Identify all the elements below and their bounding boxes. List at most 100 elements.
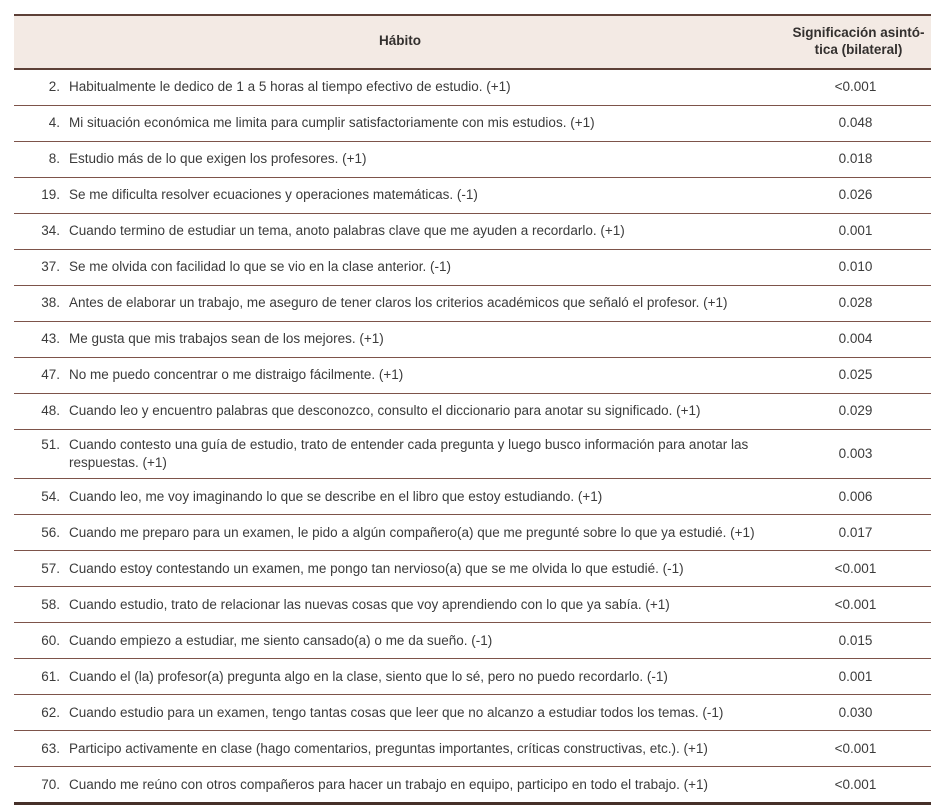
habit-text: Cuando estoy contestando un examen, me p…: [69, 560, 684, 576]
habit-number: 57.: [41, 560, 60, 576]
significance-value: <0.001: [834, 776, 877, 792]
table-row: 57. Cuando estoy contestando un examen, m…: [14, 551, 931, 587]
table-row: 54. Cuando leo, me voy imaginando lo que …: [14, 479, 931, 515]
column-header-habit: Hábito: [379, 33, 421, 49]
table-row: 58. Cuando estudio, trato de relacionar l…: [14, 587, 931, 623]
table-row: 51. Cuando contesto una guía de estudio, …: [14, 429, 931, 479]
habit-inner: 48. Cuando leo y encuentro palabras que d…: [32, 402, 772, 420]
significance-value: 0.006: [838, 488, 873, 504]
significance-value: <0.001: [834, 560, 877, 576]
habit-inner: 37. Se me olvida con facilidad lo que se …: [32, 258, 772, 276]
habit-number: 4.: [48, 115, 60, 131]
habit-cell: 37. Se me olvida con facilidad lo que se …: [14, 249, 786, 285]
significance-value: 0.010: [838, 259, 873, 275]
habit-inner: 43. Me gusta que mis trabajos sean de los…: [32, 330, 772, 348]
table-body: 2. Habitualmente le dedico de 1 a 5 horas…: [14, 69, 931, 804]
significance-value: <0.001: [834, 596, 877, 612]
habit-inner: 34. Cuando termino de estudiar un tema, a…: [32, 222, 772, 240]
habit-text: Antes de elaborar un trabajo, me aseguro…: [69, 295, 728, 311]
table-header: Hábito Significación asintó- tica (bilat…: [14, 15, 931, 69]
habit-cell: 62. Cuando estudio para un examen, tengo …: [14, 695, 786, 731]
table-row: 48. Cuando leo y encuentro palabras que d…: [14, 393, 931, 430]
habit-number: 70.: [41, 776, 60, 792]
significance-value: 0.003: [838, 445, 873, 461]
significance-value: 0.015: [838, 632, 873, 648]
significance-value: 0.029: [838, 403, 873, 419]
habit-inner: 4. Mi situación económica me limita para …: [32, 114, 772, 132]
habit-inner: 38. Antes de elaborar un trabajo, me aseg…: [32, 294, 772, 312]
habit-number: 37.: [41, 259, 60, 275]
habit-text: Se me olvida con facilidad lo que se vio…: [69, 259, 451, 275]
significance-value: 0.018: [838, 151, 873, 167]
table-row: 63. Participo activamente en clase (hago …: [14, 731, 931, 767]
habit-number: 38.: [41, 295, 60, 311]
habit-cell: 43. Me gusta que mis trabajos sean de los…: [14, 321, 786, 357]
habit-cell: 38. Antes de elaborar un trabajo, me aseg…: [14, 285, 786, 321]
habit-number: 19.: [41, 187, 60, 203]
habit-number: 48.: [41, 403, 60, 419]
habit-cell: 54. Cuando leo, me voy imaginando lo que …: [14, 479, 786, 515]
habit-text: Cuando leo, me voy imaginando lo que se …: [69, 488, 603, 504]
significance-value: 0.017: [838, 524, 873, 540]
table-row: 56. Cuando me preparo para un examen, le …: [14, 515, 931, 551]
significance-value: 0.004: [838, 331, 873, 347]
habit-text: Cuando estudio, trato de relacionar las …: [69, 596, 670, 612]
table-row: 4. Mi situación económica me limita para …: [14, 105, 931, 142]
habit-cell: 57. Cuando estoy contestando un examen, m…: [14, 551, 786, 587]
habit-cell: 63. Participo activamente en clase (hago …: [14, 731, 786, 767]
habit-cell: 34. Cuando termino de estudiar un tema, a…: [14, 213, 786, 249]
significance-value: <0.001: [834, 740, 877, 756]
habit-inner: 63. Participo activamente en clase (hago …: [32, 740, 772, 758]
habit-number: 61.: [41, 668, 60, 684]
significance-value: 0.001: [838, 668, 873, 684]
habit-number: 56.: [41, 524, 60, 540]
habits-significance-table: Hábito Significación asintó- tica (bilat…: [14, 14, 931, 806]
significance-value: 0.028: [838, 295, 873, 311]
header-row: Hábito Significación asintó- tica (bilat…: [14, 15, 931, 69]
habit-text: Me gusta que mis trabajos sean de los me…: [69, 331, 384, 347]
habit-text: Cuando me preparo para un examen, le pid…: [69, 524, 755, 540]
habit-inner: 62. Cuando estudio para un examen, tengo …: [32, 704, 772, 722]
habit-text: Cuando estudio para un examen, tengo tan…: [69, 704, 724, 720]
table-row: 70. Cuando me reúno con otros compañeros …: [14, 767, 931, 804]
habit-cell: 8. Estudio más de lo que exigen los profe…: [14, 141, 786, 177]
habit-number: 60.: [41, 632, 60, 648]
significance-value: 0.026: [838, 187, 873, 203]
habit-cell: 2. Habitualmente le dedico de 1 a 5 horas…: [14, 69, 786, 106]
habit-text: Estudio más de lo que exigen los profeso…: [69, 151, 367, 167]
table-row: 47. No me puedo concentrar o me distraigo…: [14, 357, 931, 394]
habit-number: 62.: [41, 704, 60, 720]
habit-inner: 47. No me puedo concentrar o me distraigo…: [32, 366, 772, 384]
habit-cell: 58. Cuando estudio, trato de relacionar l…: [14, 587, 786, 623]
table-row: 61. Cuando el (la) profesor(a) pregunta a…: [14, 659, 931, 695]
significance-value: 0.001: [838, 223, 873, 239]
significance-value: 0.025: [838, 367, 873, 383]
habit-number: 63.: [41, 740, 60, 756]
habit-text: Mi situación económica me limita para cu…: [69, 115, 595, 131]
significance-value: <0.001: [834, 79, 877, 95]
habit-cell: 4. Mi situación económica me limita para …: [14, 105, 786, 141]
habit-cell: 47. No me puedo concentrar o me distraigo…: [14, 357, 786, 393]
significance-value: 0.030: [838, 704, 873, 720]
habit-inner: 51. Cuando contesto una guía de estudio, …: [32, 436, 772, 472]
habit-text: No me puedo concentrar o me distraigo fá…: [69, 367, 404, 383]
habit-inner: 8. Estudio más de lo que exigen los profe…: [32, 150, 772, 168]
habit-cell: 51. Cuando contesto una guía de estudio, …: [14, 429, 786, 478]
habit-number: 51.: [41, 436, 60, 452]
habit-number: 34.: [41, 223, 60, 239]
column-header-significance: Significación asintó- tica (bilateral): [792, 25, 925, 57]
habit-number: 2.: [48, 79, 60, 95]
habit-inner: 19. Se me dificulta resolver ecuaciones y…: [32, 186, 772, 204]
habit-inner: 70. Cuando me reúno con otros compañeros …: [32, 776, 772, 794]
table-row: 60. Cuando empiezo a estudiar, me siento …: [14, 623, 931, 659]
habit-number: 8.: [48, 151, 60, 167]
table-row: 2. Habitualmente le dedico de 1 a 5 horas…: [14, 69, 931, 106]
habit-cell: 70. Cuando me reúno con otros compañeros …: [14, 767, 786, 804]
habit-inner: 61. Cuando el (la) profesor(a) pregunta a…: [32, 668, 772, 686]
habit-text: Cuando contesto una guía de estudio, tra…: [69, 436, 749, 470]
habit-text: Cuando me reúno con otros compañeros par…: [69, 776, 709, 792]
habit-inner: 60. Cuando empiezo a estudiar, me siento …: [32, 632, 772, 650]
habit-inner: 56. Cuando me preparo para un examen, le …: [32, 524, 772, 542]
habit-text: Cuando el (la) profesor(a) pregunta algo…: [69, 668, 668, 684]
